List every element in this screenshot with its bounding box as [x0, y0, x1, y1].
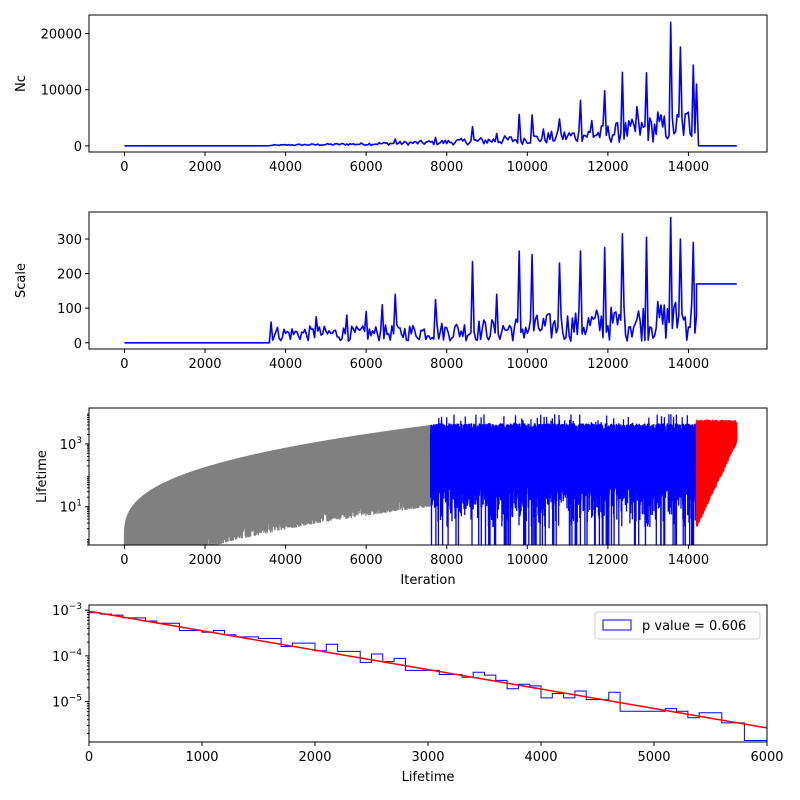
x-tick-label: 4000 [269, 553, 302, 568]
legend-label: p value = 0.606 [642, 619, 746, 634]
x-tick-label: 14000 [668, 160, 709, 175]
x-tick-label: 12000 [587, 357, 628, 372]
legend-swatch [602, 619, 632, 631]
y-tick-label: 10−4 [52, 648, 82, 665]
lifetime-axes: 0 2000 4000 6000 8000 10000 12000 14000 101 103 Li… [35, 407, 768, 588]
x-tick-label: 12000 [587, 553, 628, 568]
y-tick-label: 200 [57, 268, 82, 283]
y-axis-label: Scale [14, 263, 29, 298]
x-tick-label: 6000 [350, 160, 383, 175]
x-tick-label: 0 [120, 357, 128, 372]
y-tick-label: 100 [57, 302, 82, 317]
x-tick-label: 6000 [350, 357, 383, 372]
y-tick-label: 10−5 [52, 694, 82, 711]
x-tick-label: 8000 [430, 160, 463, 175]
x-tick-label: 4000 [524, 750, 557, 765]
axes-frame [88, 604, 768, 743]
x-tick-label: 14000 [668, 553, 709, 568]
x-tick-label: 10000 [507, 553, 548, 568]
series-line [124, 216, 737, 344]
histogram-step [89, 612, 767, 741]
series-line [123, 425, 432, 545]
x-tick-label: 6000 [350, 553, 383, 568]
x-axis-label: Iteration [400, 573, 455, 588]
x-tick-label: 10000 [507, 357, 548, 372]
x-tick-label: 14000 [668, 357, 709, 372]
x-axis-label: Lifetime [402, 770, 455, 785]
y-axis-label: Lifetime [35, 450, 50, 503]
x-tick-label: 10000 [507, 160, 548, 175]
axes-frame [88, 14, 768, 153]
y-axis-label: Nc [14, 75, 29, 92]
x-tick-label: 5000 [637, 750, 670, 765]
y-tick-label: 103 [60, 436, 82, 453]
nc-axes: 0 2000 4000 6000 8000 10000 12000 14000 0 10000 20… [14, 14, 768, 175]
x-tick-label: 2000 [188, 553, 221, 568]
x-tick-label: 2000 [298, 750, 331, 765]
y-tick-label: 20000 [41, 28, 82, 43]
y-tick-label: 0 [74, 140, 82, 155]
y-tick-label: 0 [74, 337, 82, 352]
fit-line [89, 610, 767, 729]
x-tick-label: 0 [120, 160, 128, 175]
x-tick-label: 1000 [185, 750, 218, 765]
x-tick-label: 12000 [587, 160, 628, 175]
x-tick-label: 6000 [750, 750, 783, 765]
x-tick-label: 8000 [430, 357, 463, 372]
y-tick-label: 10000 [41, 84, 82, 99]
x-tick-label: 3000 [411, 750, 444, 765]
legend-box [594, 611, 761, 640]
x-tick-label: 4000 [269, 160, 302, 175]
series-line [695, 419, 738, 527]
axes-frame [88, 211, 768, 350]
histogram-axes: 0 1000 2000 3000 4000 5000 6000 10−5 10−4 10−3 Lif… [52, 602, 783, 785]
x-tick-label: 0 [85, 750, 93, 765]
scale-axes: 0 2000 4000 6000 8000 10000 12000 14000 0 100 200 3… [14, 211, 768, 372]
axes-frame [88, 407, 768, 546]
x-tick-label: 2000 [188, 160, 221, 175]
x-tick-label: 2000 [188, 357, 221, 372]
x-tick-label: 0 [120, 553, 128, 568]
legend: p value = 0.606 [594, 611, 761, 640]
series-line [124, 21, 737, 147]
series-line [429, 414, 698, 545]
x-tick-label: 8000 [430, 553, 463, 568]
x-tick-label: 4000 [269, 357, 302, 372]
y-tick-label: 10−3 [52, 602, 82, 619]
y-tick-label: 101 [60, 499, 82, 516]
y-tick-label: 300 [57, 233, 82, 248]
